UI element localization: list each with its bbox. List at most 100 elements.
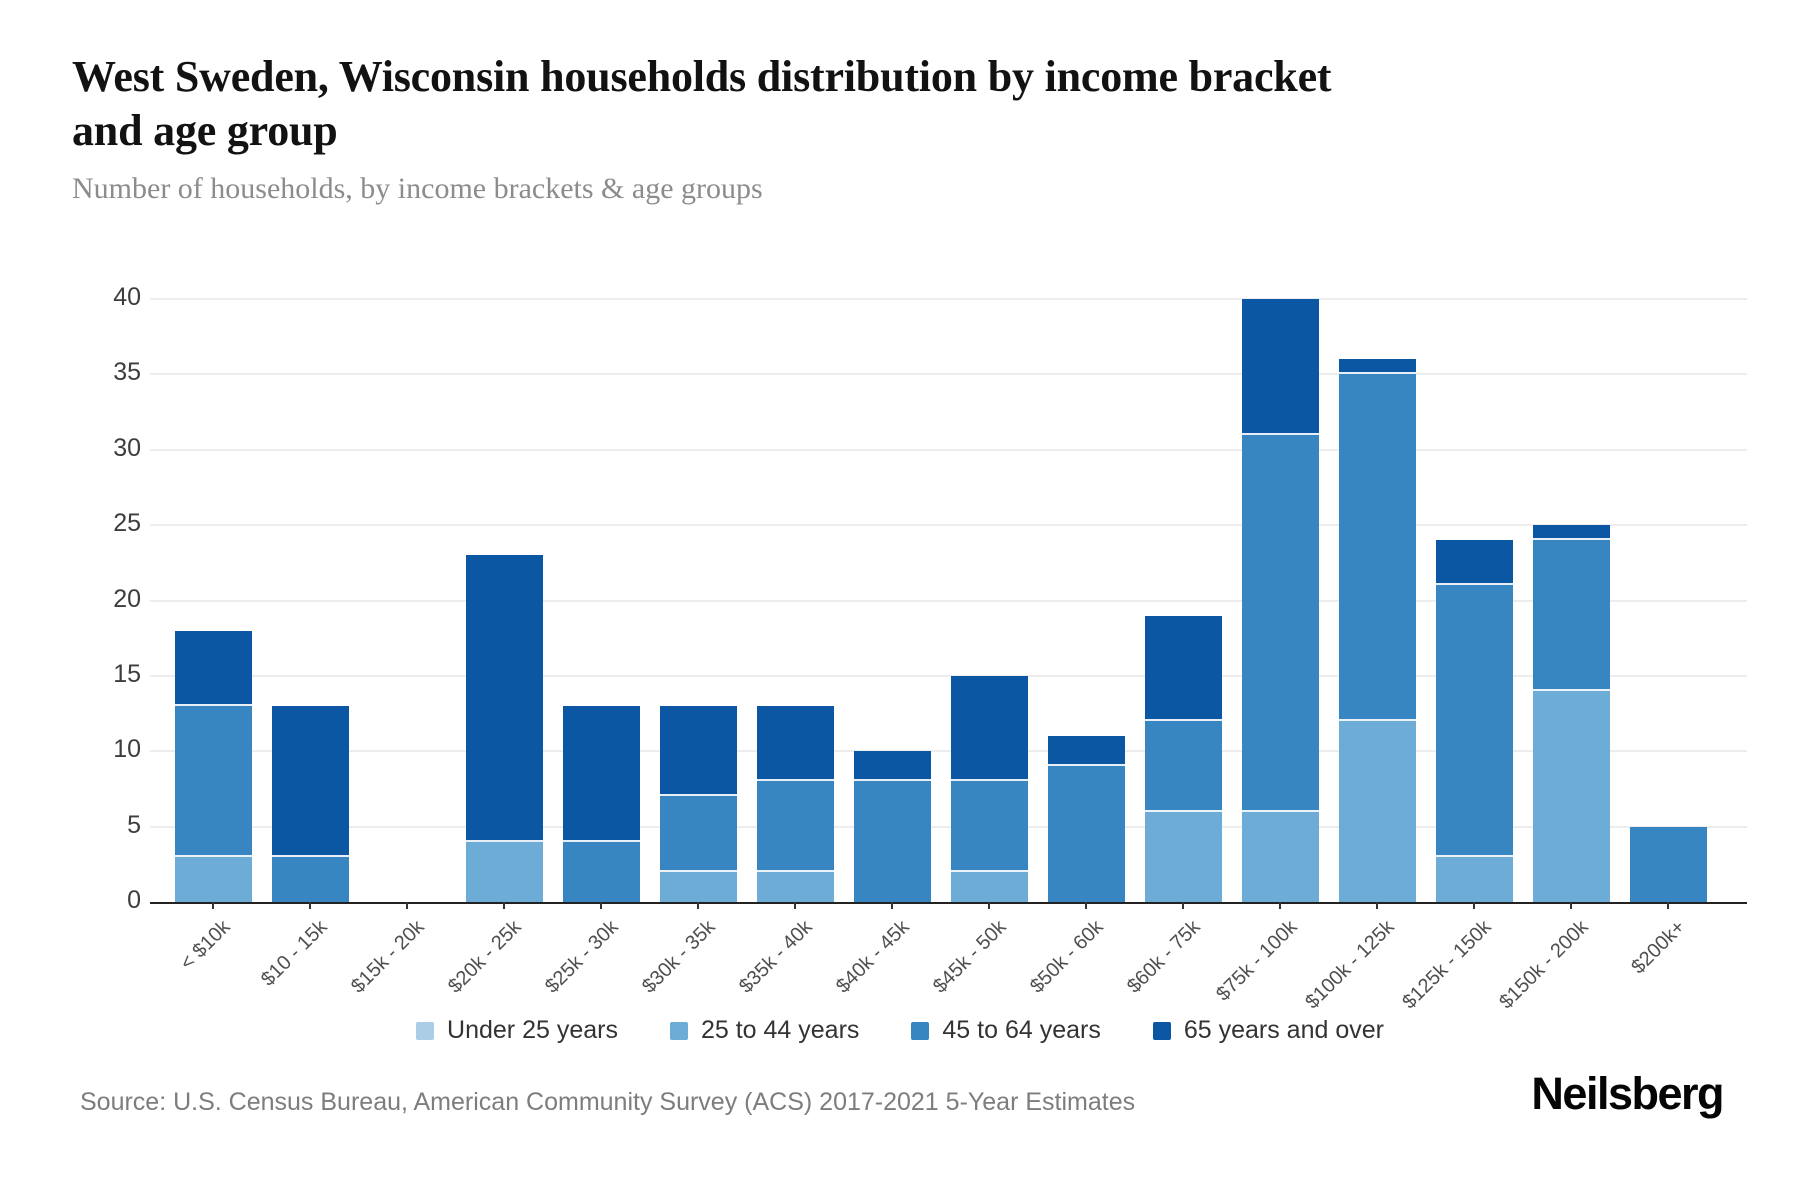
y-axis-label-10: 10 (113, 735, 141, 764)
bar-segment-45-to-64-years[interactable] (174, 706, 252, 857)
plot-area: < $10k $10 - 15k $15k - 20k $20k - 25k $25k … (150, 298, 1747, 1013)
y-axis: 0 5 10 15 20 25 30 35 40 (0, 283, 141, 914)
legend-label: Under 25 years (447, 1016, 618, 1044)
bar-$125k - 150k[interactable] (1435, 299, 1513, 902)
page-title-line1: West Sweden, Wisconsin households distri… (72, 52, 1332, 101)
bar-segment-45-to-64-years[interactable] (1532, 540, 1610, 691)
x-axis-tick (988, 902, 990, 909)
bar-segment-65-years-and-over[interactable] (756, 706, 834, 782)
y-axis-label-0: 0 (127, 886, 141, 914)
bar-$60k - 75k[interactable] (1144, 299, 1222, 902)
bar-segment-25-to-44-years[interactable] (1532, 690, 1610, 902)
bar-segment-65-years-and-over[interactable] (853, 751, 931, 782)
bar-segment-65-years-and-over[interactable] (562, 706, 640, 842)
bar-$10 - 15k[interactable] (271, 299, 349, 902)
bar-segment-45-to-64-years[interactable] (1047, 766, 1125, 902)
bar-$200k+[interactable] (1629, 299, 1707, 902)
x-axis-tick (212, 902, 214, 909)
page-title: West Sweden, Wisconsin households distri… (72, 50, 1332, 158)
bar-$75k - 100k[interactable] (1241, 299, 1319, 902)
y-axis-label-15: 15 (113, 659, 141, 688)
bar-segment-25-to-44-years[interactable] (950, 871, 1028, 902)
legend-label: 65 years and over (1183, 1016, 1384, 1044)
x-axis-tick (1667, 902, 1669, 909)
bar-segment-45-to-64-years[interactable] (756, 781, 834, 872)
source-note: Source: U.S. Census Bureau, American Com… (80, 1088, 1136, 1116)
page-subtitle: Number of households, by income brackets… (72, 172, 763, 205)
bar-$50k - 60k[interactable] (1047, 299, 1125, 902)
legend-item-65-years-and-over[interactable]: 65 years and over (1152, 1016, 1384, 1045)
bar-segment-65-years-and-over[interactable] (1435, 540, 1513, 586)
x-axis-tick (600, 902, 602, 909)
bar-segment-45-to-64-years[interactable] (1435, 585, 1513, 857)
bar-segment-25-to-44-years[interactable] (1241, 811, 1319, 902)
y-axis-label-25: 25 (113, 509, 141, 538)
legend-swatch-icon (416, 1021, 435, 1040)
y-axis-label-35: 35 (113, 358, 141, 387)
bar-< $10k[interactable] (174, 299, 252, 902)
bar-$35k - 40k[interactable] (756, 299, 834, 902)
bar-segment-65-years-and-over[interactable] (1047, 736, 1125, 767)
bar-segment-25-to-44-years[interactable] (1435, 856, 1513, 902)
bar-$45k - 50k[interactable] (950, 299, 1028, 902)
bar-$150k - 200k[interactable] (1532, 299, 1610, 902)
x-axis-tick (503, 902, 505, 909)
x-axis-tick (1279, 902, 1281, 909)
x-axis-tick (1473, 902, 1475, 909)
bar-$15k - 20k[interactable] (369, 299, 446, 902)
bar-segment-45-to-64-years[interactable] (562, 841, 640, 902)
bar-segment-45-to-64-years[interactable] (1241, 434, 1319, 812)
bar-segment-65-years-and-over[interactable] (950, 675, 1028, 782)
bar-segment-45-to-64-years[interactable] (853, 781, 931, 902)
y-axis-label-40: 40 (113, 283, 141, 311)
gridline-15 (150, 674, 1747, 677)
bar-$20k - 25k[interactable] (465, 299, 543, 902)
gridline-10 (150, 750, 1747, 753)
bar-segment-65-years-and-over[interactable] (465, 555, 543, 842)
bar-segment-65-years-and-over[interactable] (174, 630, 252, 707)
y-axis-label-20: 20 (113, 584, 141, 613)
gridline-20 (150, 599, 1747, 602)
legend-swatch-icon (911, 1021, 930, 1040)
legend-item-45-to-64-years[interactable]: 45 to 64 years (911, 1016, 1101, 1045)
bar-segment-65-years-and-over[interactable] (1241, 299, 1319, 435)
page-title-line2: and age group (72, 106, 338, 155)
bar-segment-65-years-and-over[interactable] (659, 706, 737, 797)
x-axis-tick (309, 902, 311, 909)
bar-segment-65-years-and-over[interactable] (1532, 525, 1610, 541)
gridline-35 (150, 373, 1747, 376)
gridline-30 (150, 448, 1747, 451)
bar-$40k - 45k[interactable] (853, 299, 931, 902)
bar-segment-25-to-44-years[interactable] (659, 871, 737, 902)
y-axis-label-5: 5 (127, 810, 141, 839)
bar-segment-25-to-44-years[interactable] (756, 871, 834, 902)
bar-segment-45-to-64-years[interactable] (659, 796, 737, 872)
y-axis-label-30: 30 (113, 433, 141, 462)
bar-segment-45-to-64-years[interactable] (950, 781, 1028, 872)
legend-item-25-to-44-years[interactable]: 25 to 44 years (669, 1016, 859, 1045)
bar-segment-25-to-44-years[interactable] (1144, 811, 1222, 902)
legend-item-under-25-years[interactable]: Under 25 years (416, 1016, 618, 1045)
bar-segment-65-years-and-over[interactable] (1144, 615, 1222, 722)
gridline-40 (150, 298, 1747, 300)
x-axis-tick (697, 902, 699, 909)
x-axis-tick (794, 902, 796, 909)
bar-segment-45-to-64-years[interactable] (271, 856, 349, 902)
x-axis-tick (406, 902, 408, 909)
legend-swatch-icon (669, 1021, 688, 1040)
bar-segment-25-to-44-years[interactable] (174, 856, 252, 902)
bar-segment-45-to-64-years[interactable] (1629, 826, 1707, 902)
bar-$100k - 125k[interactable] (1338, 299, 1416, 902)
bar-segment-25-to-44-years[interactable] (465, 841, 543, 902)
bar-segment-65-years-and-over[interactable] (1338, 359, 1416, 375)
bar-segment-45-to-64-years[interactable] (1338, 374, 1416, 722)
bar-segment-25-to-44-years[interactable] (1338, 721, 1416, 902)
bar-segment-65-years-and-over[interactable] (271, 706, 349, 857)
x-axis-tick (1085, 902, 1087, 909)
bar-$25k - 30k[interactable] (562, 299, 640, 902)
bar-segment-45-to-64-years[interactable] (1144, 721, 1222, 812)
x-axis-tick (1570, 902, 1572, 909)
gridline-5 (150, 825, 1747, 828)
bar-$30k - 35k[interactable] (659, 299, 737, 902)
